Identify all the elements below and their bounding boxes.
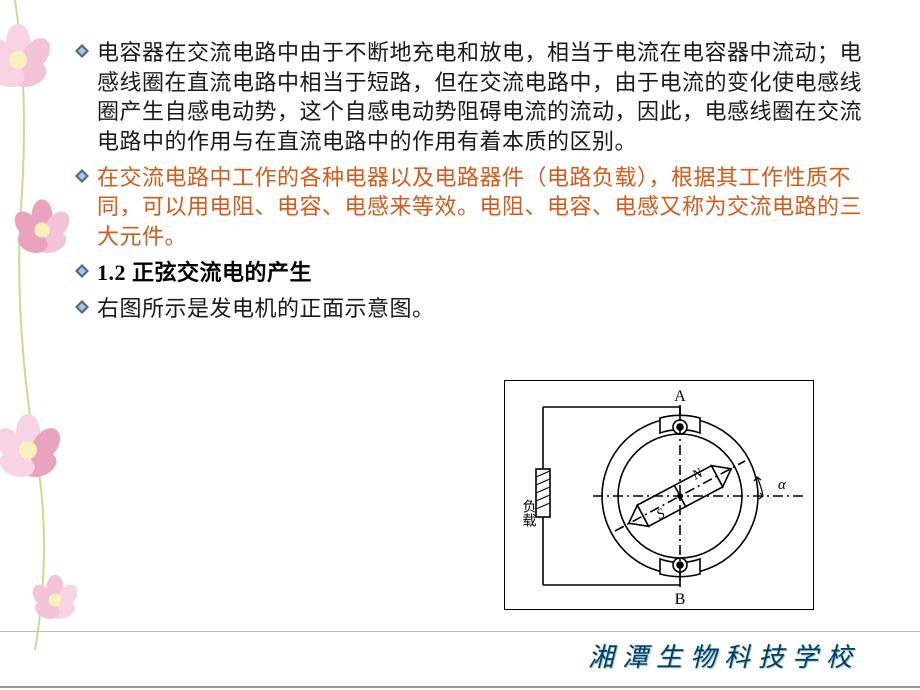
paragraph-1: 电容器在交流电路中由于不断地充电和放电，相当于电流在电容器中流动；电感线圈在直流… — [75, 38, 865, 157]
paragraph-4-text: 右图所示是发电机的正面示意图。 — [97, 296, 435, 321]
paragraph-2: 在交流电路中工作的各种电器以及电路器件（电路负载），根据其工作性质不同，可以用电… — [75, 163, 865, 252]
bullet-icon — [75, 264, 89, 278]
generator-svg: A B α 负载 N S — [505, 381, 813, 609]
label-alpha: α — [778, 477, 787, 493]
bullet-icon — [75, 44, 89, 58]
footer-bottom-line — [0, 686, 920, 688]
paragraph-2-text: 在交流电路中工作的各种电器以及电路器件（电路负载），根据其工作性质不同，可以用电… — [97, 165, 862, 249]
label-A: A — [674, 388, 686, 405]
bullet-icon — [75, 300, 89, 314]
section-heading: 1.2 正弦交流电的产生 — [75, 258, 865, 288]
label-B: B — [675, 591, 686, 608]
school-name: 湘潭生物科技学校 — [588, 637, 860, 674]
label-load: 负载 — [521, 499, 537, 528]
bullet-icon — [75, 169, 89, 183]
footer-divider — [0, 631, 920, 632]
slide-content: 电容器在交流电路中由于不断地充电和放电，相当于电流在电容器中流动；电感线圈在直流… — [75, 38, 865, 329]
paragraph-1-text: 电容器在交流电路中由于不断地充电和放电，相当于电流在电容器中流动；电感线圈在直流… — [97, 40, 862, 154]
generator-diagram: A B α 负载 N S — [504, 380, 814, 610]
paragraph-4: 右图所示是发电机的正面示意图。 — [75, 294, 865, 324]
heading-text: 1.2 正弦交流电的产生 — [97, 260, 312, 285]
